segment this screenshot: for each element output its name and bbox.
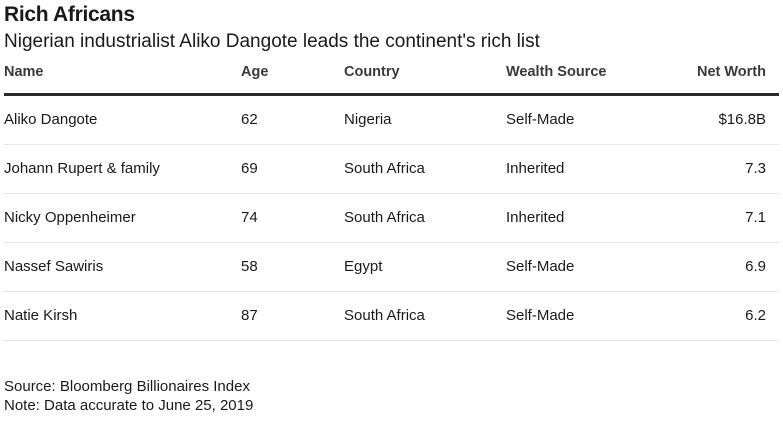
header-country: Country <box>344 64 400 80</box>
cell-age: 62 <box>241 111 258 128</box>
cell-age: 69 <box>241 160 258 177</box>
table-row: Aliko Dangote 62 Nigeria Self-Made $16.8B <box>4 96 779 145</box>
cell-country: Nigeria <box>344 111 392 128</box>
cell-country: South Africa <box>344 209 425 226</box>
rich-list-table: Name Age Country Wealth Source Net Worth… <box>4 58 779 341</box>
data-note: Note: Data accurate to June 25, 2019 <box>4 397 254 414</box>
header-wealth-source: Wealth Source <box>506 64 607 80</box>
header-net-worth: Net Worth <box>696 64 766 80</box>
cell-name: Nassef Sawiris <box>4 258 104 275</box>
cell-wealth-source: Inherited <box>506 160 565 177</box>
cell-net-worth: 7.3 <box>745 160 766 177</box>
cell-name: Johann Rupert & family <box>4 160 160 177</box>
table-header: Name Age Country Wealth Source Net Worth <box>4 58 779 96</box>
cell-name: Natie Kirsh <box>4 307 78 324</box>
table-row: Nicky Oppenheimer 74 South Africa Inherited… <box>4 194 779 243</box>
cell-country: Egypt <box>344 258 383 275</box>
cell-net-worth: 6.9 <box>745 258 766 275</box>
cell-age: 87 <box>241 307 258 324</box>
source-note: Source: Bloomberg Billionaires Index <box>4 378 250 395</box>
table-row: Nassef Sawiris 58 Egypt Self-Made 6.9 <box>4 243 779 292</box>
cell-name: Nicky Oppenheimer <box>4 209 136 226</box>
chart-title: Rich Africans <box>4 3 135 26</box>
cell-net-worth: 6.2 <box>745 307 766 324</box>
cell-net-worth: $16.8B <box>718 111 766 128</box>
cell-wealth-source: Self-Made <box>506 307 575 324</box>
table-row: Natie Kirsh 87 South Africa Self-Made 6.2 <box>4 292 779 341</box>
table-body: Aliko Dangote 62 Nigeria Self-Made $16.8B Joh… <box>4 96 779 341</box>
header-name: Name <box>4 64 44 80</box>
chart-footer: Source: Bloomberg Billionaires Index Not… <box>4 377 253 415</box>
cell-country: South Africa <box>344 307 425 324</box>
cell-country: South Africa <box>344 160 425 177</box>
table-row: Johann Rupert & family 69 South Africa Inhe… <box>4 145 779 194</box>
cell-wealth-source: Self-Made <box>506 111 575 128</box>
cell-age: 74 <box>241 209 258 226</box>
cell-wealth-source: Self-Made <box>506 258 575 275</box>
cell-name: Aliko Dangote <box>4 111 98 128</box>
cell-age: 58 <box>241 258 258 275</box>
chart-subtitle: Nigerian industrialist Aliko Dangote lea… <box>4 31 540 52</box>
cell-wealth-source: Inherited <box>506 209 565 226</box>
header-age: Age <box>241 64 269 80</box>
cell-net-worth: 7.1 <box>745 209 766 226</box>
